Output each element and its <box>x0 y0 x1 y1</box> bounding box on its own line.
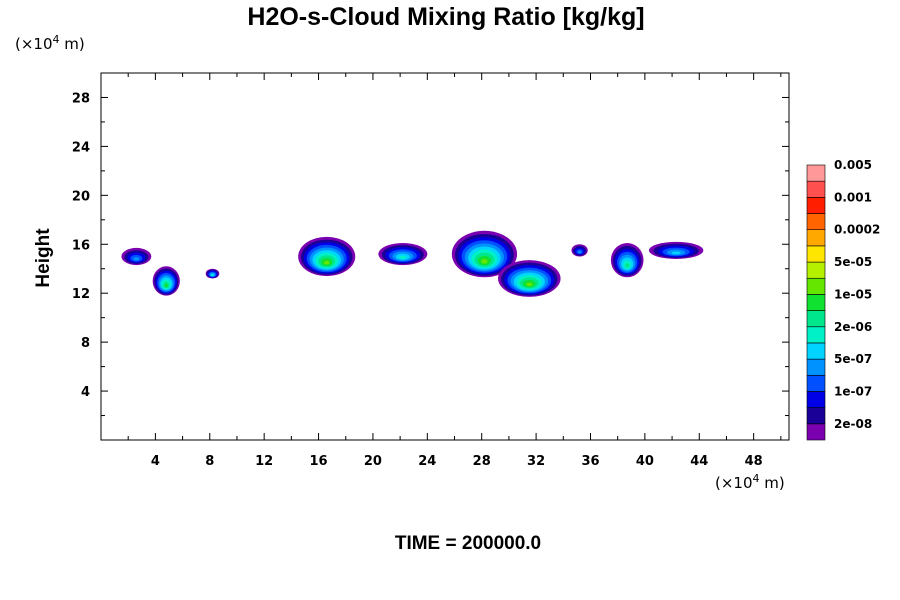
colorbar-label: 5e-05 <box>834 255 872 269</box>
x-unit-label: (×104 m) <box>715 472 785 492</box>
x-tick-label: 28 <box>473 454 491 469</box>
x-tick-label: 44 <box>690 454 708 469</box>
y-tick-label: 16 <box>72 238 90 253</box>
cloud-level <box>164 283 168 288</box>
cloud-level <box>323 260 330 265</box>
cloud-x22 <box>378 243 428 266</box>
colorbar-label: 5e-07 <box>834 352 872 366</box>
y-tick-label: 24 <box>72 140 90 155</box>
y-axis-label: Height <box>33 228 54 288</box>
colorbar-label: 0.001 <box>834 190 872 204</box>
colorbar-swatch <box>806 310 826 328</box>
colorbar-swatch <box>806 197 826 214</box>
cloud-level <box>481 259 488 264</box>
cloud-x3 <box>121 247 152 266</box>
cloud-x35 <box>571 244 588 257</box>
cloud-level <box>671 251 681 255</box>
colorbar-swatch <box>806 391 826 408</box>
x-axis-ticks: 4 8 12 16 20 24 28 32 36 40 44 48 <box>127 73 782 469</box>
y-axis-ticks: 4 8 12 16 20 24 28 <box>72 91 789 417</box>
cloud-level <box>625 263 630 268</box>
time-label: TIME = 200000.0 <box>395 533 541 554</box>
colorbar-swatch <box>806 245 826 263</box>
cloud-x17 <box>298 236 356 277</box>
colorbar-swatch <box>806 213 826 231</box>
colorbar-swatch <box>806 407 826 425</box>
y-tick-label: 12 <box>72 287 90 302</box>
colorbar-swatch <box>806 164 826 182</box>
colorbar-swatch <box>806 358 826 376</box>
x-tick-label: 12 <box>255 454 273 469</box>
colorbar-label: 2e-06 <box>834 320 872 334</box>
cloud-x28 <box>451 230 518 278</box>
x-tick-label: 20 <box>364 454 382 469</box>
x-tick-label: 16 <box>310 454 328 469</box>
colorbar-swatch <box>806 277 826 295</box>
colorbar-label: 0.0002 <box>834 223 880 237</box>
colorbar-label: 1e-07 <box>834 384 872 398</box>
cloud-x42 <box>648 241 704 259</box>
x-tick-label: 40 <box>636 454 654 469</box>
cloud-level <box>133 257 140 261</box>
cloud-level <box>211 274 214 277</box>
x-tick-label: 4 <box>151 454 160 469</box>
colorbar-swatch <box>806 180 826 198</box>
y-unit-label: (×104 m) <box>15 33 85 53</box>
colorbar-swatch <box>806 342 826 360</box>
colorbar-swatch <box>806 229 826 247</box>
colorbar-swatch <box>806 326 826 344</box>
y-tick-label: 28 <box>72 91 90 106</box>
cloud-x31 <box>498 260 561 297</box>
colorbar-label: 1e-05 <box>834 287 872 301</box>
y-tick-label: 20 <box>72 189 90 204</box>
colorbar-swatch <box>806 423 826 441</box>
colorbar-swatch <box>806 294 826 311</box>
cloud-level <box>399 255 407 259</box>
y-tick-label: 8 <box>81 336 90 351</box>
cloud-level <box>526 282 533 287</box>
y-tick-label: 4 <box>81 385 90 400</box>
chart-title: H2O-s-Cloud Mixing Ratio [kg/kg] <box>247 3 644 31</box>
x-tick-label: 48 <box>745 454 763 469</box>
colorbar-swatch <box>806 261 826 279</box>
cloud-field <box>121 230 704 297</box>
x-tick-label: 36 <box>581 454 599 469</box>
cloud-x5 <box>152 266 180 296</box>
x-tick-label: 24 <box>418 454 436 469</box>
colorbar-label: 2e-08 <box>834 417 872 431</box>
cloud-x8 <box>205 268 220 279</box>
cloud-x39 <box>610 243 644 278</box>
colorbar-swatch <box>806 374 826 392</box>
cloud-level <box>577 250 582 254</box>
colorbar-label: 0.005 <box>834 158 872 172</box>
x-tick-label: 32 <box>527 454 545 469</box>
x-tick-label: 8 <box>205 454 214 469</box>
colorbar: 2e-08 1e-07 5e-07 2e-06 1e-05 5e-05 0.0002 0.00… <box>806 158 880 441</box>
plot-frame <box>100 72 790 441</box>
